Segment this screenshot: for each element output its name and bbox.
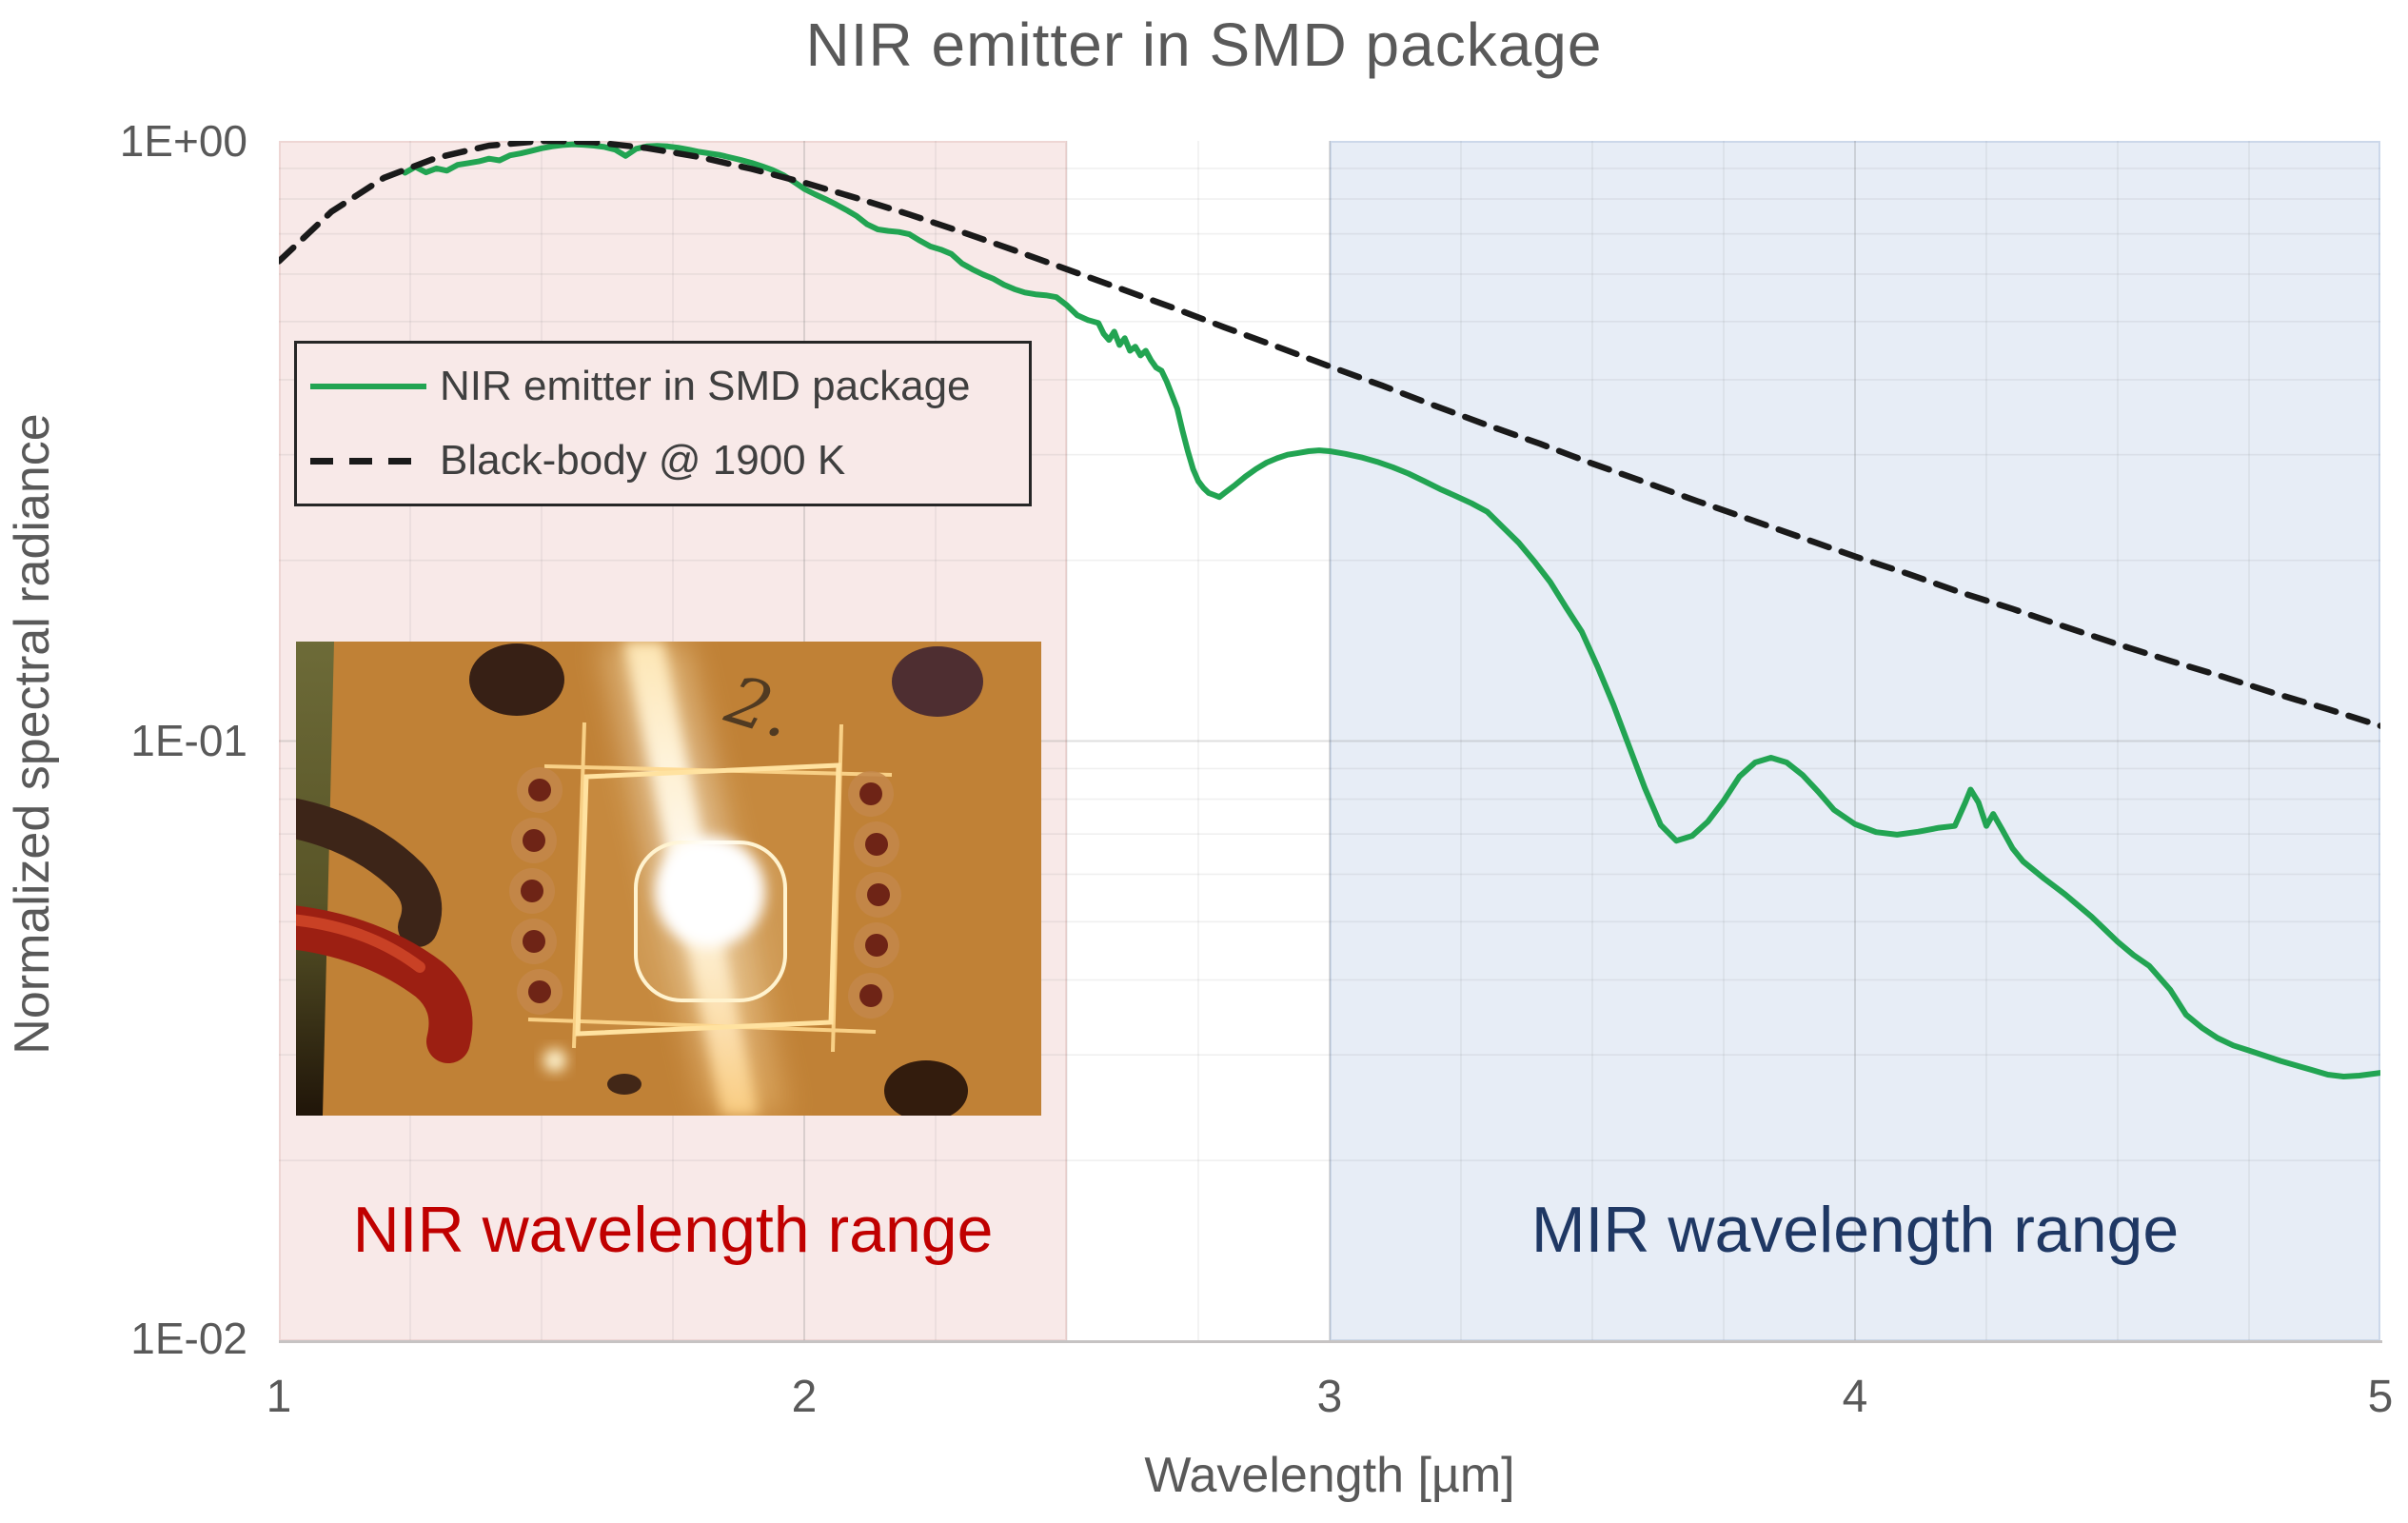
x-tick-5: 5: [2367, 1372, 2394, 1422]
legend-label-blackbody: Black-body @ 1900 K: [440, 437, 846, 484]
chart-title: NIR emitter in SMD package: [805, 10, 1603, 79]
y-tick-1e-1: 1E-01: [130, 716, 247, 765]
x-tick-4: 4: [1842, 1372, 1868, 1422]
mir-range-label: MIR wavelength range: [1530, 1194, 2180, 1266]
pcb-left-edge: [296, 642, 334, 1116]
y-tick-1e-2: 1E-02: [130, 1314, 247, 1363]
legend-label-emitter: NIR emitter in SMD package: [440, 363, 971, 409]
hole-bottom-center: [607, 1074, 641, 1095]
red-wire: [296, 905, 473, 1063]
solder-pads-left: [509, 767, 563, 1015]
plot-area: NIR wavelength range MIR wavelength rang…: [279, 141, 2380, 1341]
solder-pads-right: [848, 771, 901, 1019]
mounting-hole-top-right: [892, 646, 983, 717]
stray-glow-dot: [543, 1049, 566, 1072]
mir-wavelength-band: [1330, 141, 2380, 1341]
red-wire-highlight: [296, 914, 425, 973]
legend-box: NIR emitter in SMD package Black-body @ …: [294, 341, 1032, 506]
emitter-glow-core: [655, 837, 765, 947]
y-tick-1e0: 1E+00: [119, 116, 247, 166]
legend-dashed-line-swatch: [297, 457, 440, 465]
x-tick-2: 2: [791, 1372, 818, 1422]
emitter-photo-inset: 2.: [296, 642, 1041, 1116]
mounting-hole-top-left: [469, 643, 564, 716]
handwritten-label: 2.: [717, 661, 801, 754]
x-axis-line: [279, 1340, 2382, 1343]
mounting-hole-bottom-right: [884, 1060, 968, 1116]
legend-item-emitter: NIR emitter in SMD package: [297, 356, 1029, 417]
photo-overlay: 2.: [296, 642, 983, 1116]
x-tick-3: 3: [1316, 1372, 1343, 1422]
x-axis-title: Wavelength [µm]: [1144, 1448, 1515, 1503]
nir-range-label: NIR wavelength range: [352, 1194, 994, 1266]
legend-solid-line-swatch: [297, 384, 440, 389]
brown-wire: [296, 798, 443, 947]
legend-item-blackbody: Black-body @ 1900 K: [297, 430, 1029, 491]
x-tick-1: 1: [266, 1372, 292, 1422]
